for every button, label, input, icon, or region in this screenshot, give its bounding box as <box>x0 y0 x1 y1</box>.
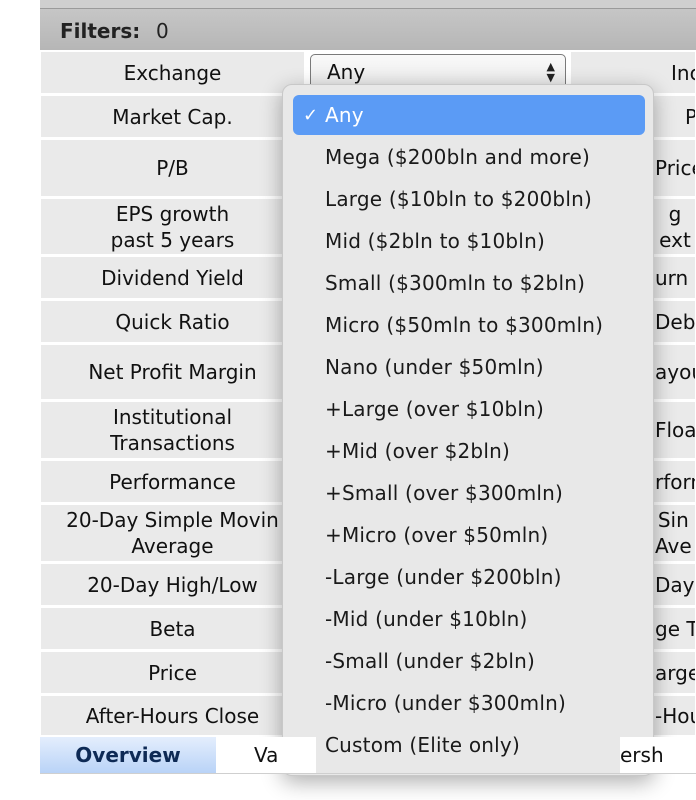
checkmark-icon: ✓ <box>303 105 319 126</box>
filter-label-price: Price <box>40 651 305 694</box>
dropdown-option-label: -Large (under $200bln) <box>325 565 562 589</box>
dropdown-option[interactable]: -Large (under $200bln) <box>293 557 645 597</box>
filter-bar: Filters: 0 <box>40 8 696 50</box>
dropdown-option-label: Small ($300mln to $2bln) <box>325 271 586 295</box>
dropdown-option-label: Any <box>325 103 364 127</box>
dropdown-option-label: -Mid (under $10bln) <box>325 607 528 631</box>
tab-overview[interactable]: Overview <box>40 737 216 773</box>
market-cap-dropdown[interactable]: ✓ Any Mega ($200bln and more) Large ($10bln… <box>282 84 654 776</box>
dropdown-option[interactable]: Nano (under $50mln) <box>293 347 645 387</box>
filter-label-after-hours-close: After-Hours Close <box>40 695 305 736</box>
dropdown-option-label: Large ($10bln to $200bln) <box>325 187 592 211</box>
dropdown-option-label: Mid ($2bln to $10bln) <box>325 229 545 253</box>
dropdown-option[interactable]: Mid ($2bln to $10bln) <box>293 221 645 261</box>
filter-label-performance: Performance <box>40 460 305 503</box>
filters-count: 0 <box>156 19 169 43</box>
filter-label-dividend-yield: Dividend Yield <box>40 256 305 299</box>
filter-label-20-day-sma: 20-Day Simple Movin Average <box>40 504 305 562</box>
dropdown-option[interactable]: Micro ($50mln to $300mln) <box>293 305 645 345</box>
dropdown-option-label: +Small (over $300mln) <box>325 481 564 505</box>
filter-label-quick-ratio: Quick Ratio <box>40 300 305 343</box>
dropdown-option[interactable]: Small ($300mln to $2bln) <box>293 263 645 303</box>
dropdown-option-label: Nano (under $50mln) <box>325 355 544 379</box>
dropdown-option[interactable]: Custom (Elite only) <box>293 725 645 765</box>
top-bar <box>40 0 696 8</box>
filters-label: Filters: <box>60 19 141 43</box>
dropdown-option-label: Micro ($50mln to $300mln) <box>325 313 604 337</box>
dropdown-option[interactable]: +Mid (over $2bln) <box>293 431 645 471</box>
filter-label-exchange: Exchange <box>40 51 305 94</box>
exchange-select-value: Any <box>327 60 366 84</box>
dropdown-option-label: +Mid (over $2bln) <box>325 439 510 463</box>
tab-ownership[interactable]: ersh <box>620 737 696 773</box>
updown-arrows-icon: ▲ ▼ <box>546 60 555 84</box>
filter-label-eps-growth: EPS growth past 5 years <box>40 198 305 255</box>
dropdown-option[interactable]: Mega ($200bln and more) <box>293 137 645 177</box>
dropdown-option-label: -Small (under $2bln) <box>325 649 536 673</box>
dropdown-option-label: Custom (Elite only) <box>325 733 520 757</box>
dropdown-option[interactable]: +Micro (over $50mln) <box>293 515 645 555</box>
filter-label-20-day-high-low: 20-Day High/Low <box>40 563 305 606</box>
filter-label-net-profit-margin: Net Profit Margin <box>40 344 305 400</box>
dropdown-option[interactable]: +Large (over $10bln) <box>293 389 645 429</box>
filter-label-market-cap: Market Cap. <box>40 95 305 138</box>
dropdown-option[interactable]: -Micro (under $300mln) <box>293 683 645 723</box>
dropdown-option[interactable]: +Small (over $300mln) <box>293 473 645 513</box>
dropdown-option[interactable]: ✓ Any <box>293 95 645 135</box>
filter-label-institutional-transactions: Institutional Transactions <box>40 401 305 459</box>
dropdown-option-label: +Micro (over $50mln) <box>325 523 549 547</box>
dropdown-option[interactable]: -Mid (under $10bln) <box>293 599 645 639</box>
filter-label-beta: Beta <box>40 607 305 650</box>
filter-label-pb: P/B <box>40 139 305 197</box>
dropdown-option-label: +Large (over $10bln) <box>325 397 545 421</box>
dropdown-option[interactable]: Large ($10bln to $200bln) <box>293 179 645 219</box>
bottom-divider <box>40 773 696 774</box>
tab-valuation[interactable]: Va <box>216 737 316 773</box>
dropdown-option-label: -Micro (under $300mln) <box>325 691 566 715</box>
dropdown-option[interactable]: -Small (under $2bln) <box>293 641 645 681</box>
dropdown-option-label: Mega ($200bln and more) <box>325 145 591 169</box>
